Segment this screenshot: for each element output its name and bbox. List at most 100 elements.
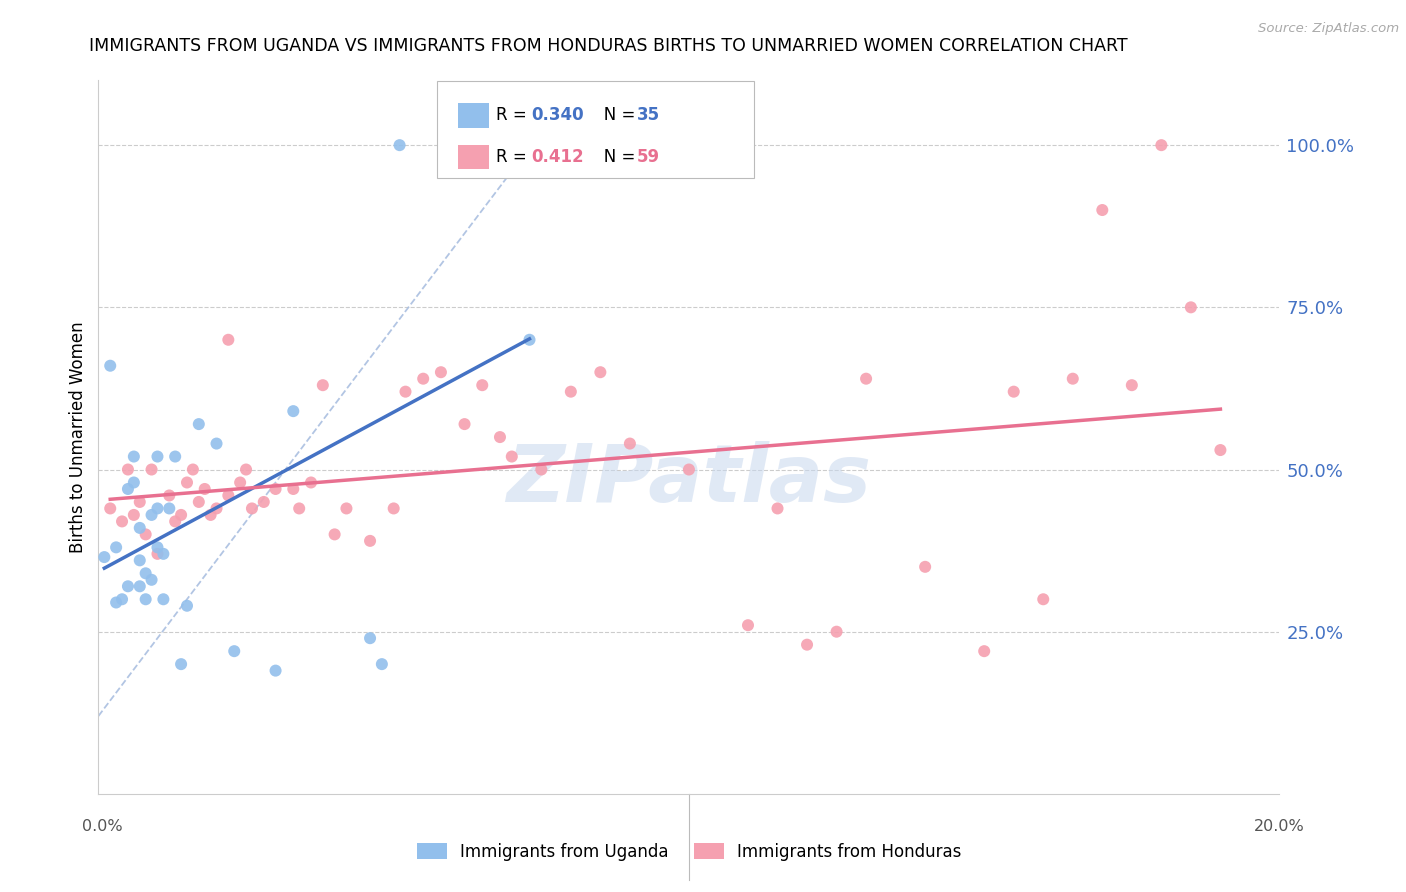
Text: N =: N =: [588, 148, 640, 166]
Point: [489, 430, 512, 444]
Point: [187, 417, 209, 431]
Text: 59: 59: [637, 148, 659, 166]
Point: [128, 495, 150, 509]
Point: [165, 515, 187, 529]
Point: [229, 475, 252, 490]
Point: [135, 566, 157, 581]
Point: [98, 501, 121, 516]
Point: [128, 553, 150, 567]
Point: [176, 475, 198, 490]
Point: [98, 359, 121, 373]
Point: [152, 592, 174, 607]
Point: [224, 644, 246, 658]
Text: R =: R =: [496, 148, 533, 166]
Point: [371, 657, 394, 672]
Point: [141, 573, 163, 587]
Point: [506, 138, 529, 153]
Point: [855, 372, 877, 386]
Point: [382, 501, 405, 516]
Point: [1180, 301, 1202, 315]
Point: [187, 495, 209, 509]
Point: [217, 488, 239, 502]
Point: [146, 450, 169, 464]
Point: [619, 436, 641, 450]
Text: 0.0%: 0.0%: [83, 820, 122, 834]
Text: N =: N =: [588, 106, 640, 124]
Point: [165, 450, 187, 464]
Point: [359, 631, 381, 645]
Text: 0.340: 0.340: [531, 106, 583, 124]
Point: [170, 508, 193, 522]
Text: 35: 35: [637, 106, 659, 124]
Point: [146, 501, 169, 516]
Text: Source: ZipAtlas.com: Source: ZipAtlas.com: [1258, 22, 1399, 36]
Point: [194, 482, 217, 496]
Point: [825, 624, 848, 639]
Point: [128, 521, 150, 535]
Point: [283, 482, 305, 496]
Point: [152, 547, 174, 561]
Point: [283, 404, 305, 418]
Point: [412, 372, 434, 386]
Point: [1091, 202, 1114, 217]
Point: [1062, 372, 1084, 386]
Text: ZIPatlas: ZIPatlas: [506, 441, 872, 519]
Point: [176, 599, 198, 613]
Point: [299, 475, 322, 490]
Point: [135, 592, 157, 607]
Point: [200, 508, 222, 522]
Point: [117, 579, 139, 593]
Point: [264, 664, 287, 678]
Legend: Immigrants from Uganda, Immigrants from Honduras: Immigrants from Uganda, Immigrants from …: [411, 837, 967, 868]
Point: [1002, 384, 1025, 399]
Point: [181, 462, 204, 476]
Point: [117, 462, 139, 476]
Point: [146, 547, 169, 561]
Point: [117, 482, 139, 496]
Point: [471, 378, 494, 392]
Point: [141, 462, 163, 476]
Point: [93, 550, 115, 565]
Point: [122, 475, 145, 490]
Point: [501, 450, 523, 464]
Point: [235, 462, 257, 476]
Point: [1121, 378, 1143, 392]
Point: [141, 508, 163, 522]
Point: [240, 501, 263, 516]
Point: [1032, 592, 1054, 607]
Point: [157, 501, 180, 516]
Point: [560, 384, 582, 399]
Point: [359, 533, 381, 548]
Text: IMMIGRANTS FROM UGANDA VS IMMIGRANTS FROM HONDURAS BIRTHS TO UNMARRIED WOMEN COR: IMMIGRANTS FROM UGANDA VS IMMIGRANTS FRO…: [89, 37, 1128, 55]
Point: [519, 333, 541, 347]
Point: [530, 462, 553, 476]
Point: [105, 595, 128, 609]
Point: [430, 365, 453, 379]
Point: [122, 450, 145, 464]
Point: [796, 638, 818, 652]
Point: [146, 541, 169, 555]
Point: [288, 501, 311, 516]
Point: [589, 365, 612, 379]
Point: [312, 378, 335, 392]
Point: [122, 508, 145, 522]
Text: R =: R =: [496, 106, 533, 124]
Point: [914, 559, 936, 574]
Point: [111, 515, 134, 529]
Point: [253, 495, 276, 509]
Text: 20.0%: 20.0%: [1254, 820, 1305, 834]
Point: [335, 501, 357, 516]
Point: [1209, 443, 1232, 458]
Point: [766, 501, 789, 516]
Point: [388, 138, 411, 153]
Point: [111, 592, 134, 607]
Point: [217, 333, 239, 347]
Point: [128, 579, 150, 593]
Point: [264, 482, 287, 496]
Point: [323, 527, 346, 541]
Point: [170, 657, 193, 672]
Point: [205, 501, 228, 516]
Point: [135, 527, 157, 541]
Point: [157, 488, 180, 502]
Text: 0.412: 0.412: [531, 148, 583, 166]
